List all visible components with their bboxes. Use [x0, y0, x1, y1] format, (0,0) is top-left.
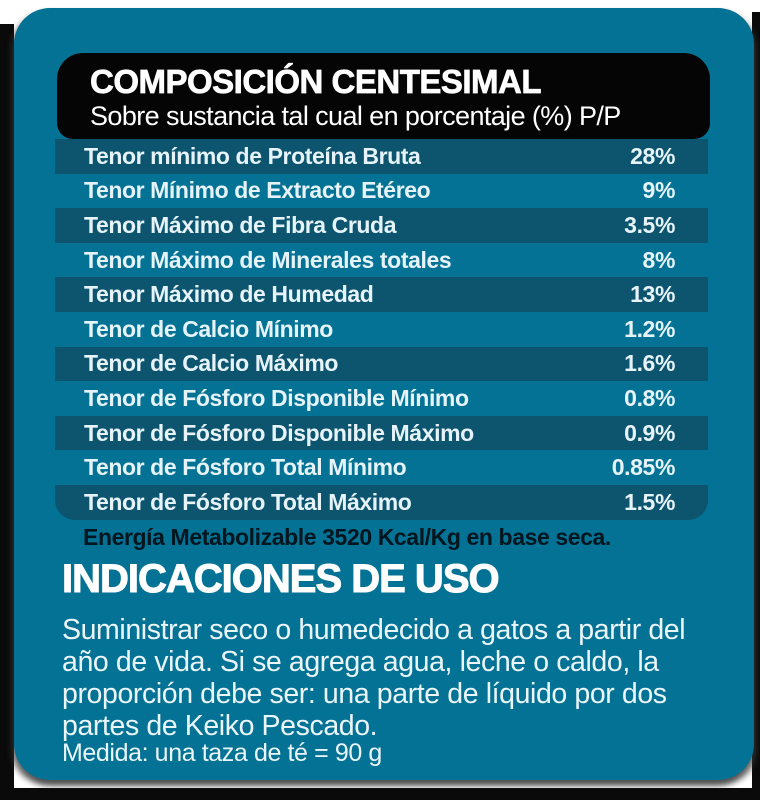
- table-row: Tenor de Fósforo Total Mínimo 0.85%: [55, 450, 708, 485]
- nutrient-value: 3.5%: [624, 211, 675, 238]
- photo-edge-bottom: [0, 788, 760, 800]
- usage-heading: INDICACIONES DE USO: [62, 557, 501, 602]
- photo-edge-left: [0, 24, 14, 800]
- nutrient-name: Tenor mínimo de Proteína Bruta: [84, 142, 421, 169]
- nutrient-value: 1.5%: [624, 488, 675, 515]
- table-row: Tenor Máximo de Minerales totales 8%: [55, 243, 708, 278]
- nutrient-value: 0.8%: [624, 384, 675, 411]
- composition-subtitle: Sobre sustancia tal cual en porcentaje (…: [90, 101, 621, 132]
- table-row: Tenor mínimo de Proteína Bruta 28%: [55, 139, 708, 174]
- nutrient-name: Tenor de Fósforo Total Máximo: [84, 488, 412, 515]
- table-row: Tenor de Fósforo Disponible Mínimo 0.8%: [55, 381, 708, 416]
- nutrient-value: 13%: [630, 281, 675, 308]
- nutrient-name: Tenor de Fósforo Disponible Máximo: [84, 419, 474, 446]
- table-row: Tenor de Fósforo Disponible Máximo 0.9%: [55, 415, 708, 451]
- photo-edge-right: [752, 12, 760, 800]
- table-row: Tenor Máximo de Fibra Cruda 3.5%: [55, 208, 708, 243]
- nutrient-value: 0.85%: [611, 454, 676, 481]
- nutrient-value: 0.9%: [624, 419, 675, 446]
- nutrient-name: Tenor Mínimo de Extracto Etéreo: [84, 177, 431, 204]
- nutrient-value: 1.6%: [624, 350, 675, 377]
- nutrient-name: Tenor de Fósforo Total Mínimo: [84, 454, 407, 481]
- composition-title: COMPOSICIÓN CENTESIMAL: [90, 63, 542, 100]
- nutrient-value: 8%: [642, 246, 676, 273]
- nutrition-table: Tenor mínimo de Proteína Bruta 28% Tenor…: [55, 139, 708, 520]
- nutrition-label-card: COMPOSICIÓN CENTESIMAL Sobre sustancia t…: [14, 8, 754, 780]
- table-row: Tenor de Calcio Mínimo 1.2%: [55, 312, 708, 347]
- nutrient-name: Tenor de Fósforo Disponible Mínimo: [84, 384, 469, 411]
- nutrient-value: 9%: [642, 177, 676, 204]
- nutrient-name: Tenor de Calcio Máximo: [84, 350, 339, 377]
- nutrient-name: Tenor Máximo de Minerales totales: [84, 246, 452, 273]
- table-row: Tenor de Fósforo Total Máximo 1.5%: [55, 484, 708, 520]
- nutrient-name: Tenor Máximo de Fibra Cruda: [84, 211, 397, 238]
- table-row: Tenor Mínimo de Extracto Etéreo 9%: [55, 174, 708, 209]
- nutrient-name: Tenor de Calcio Mínimo: [84, 315, 333, 342]
- nutrient-name: Tenor Máximo de Humedad: [84, 281, 374, 308]
- nutrient-value: 28%: [630, 142, 675, 169]
- usage-instructions-text: Suministrar seco o humedecido a gatos a …: [62, 614, 686, 742]
- composition-header: COMPOSICIÓN CENTESIMAL Sobre sustancia t…: [57, 53, 710, 139]
- nutrient-value: 1.2%: [624, 315, 675, 342]
- measure-note: Medida: una taza de té = 90 g: [62, 739, 382, 767]
- energy-note: Energía Metabolizable 3520 Kcal/Kg en ba…: [83, 524, 611, 550]
- table-row: Tenor de Calcio Máximo 1.6%: [55, 346, 708, 382]
- table-row: Tenor Máximo de Humedad 13%: [55, 277, 708, 312]
